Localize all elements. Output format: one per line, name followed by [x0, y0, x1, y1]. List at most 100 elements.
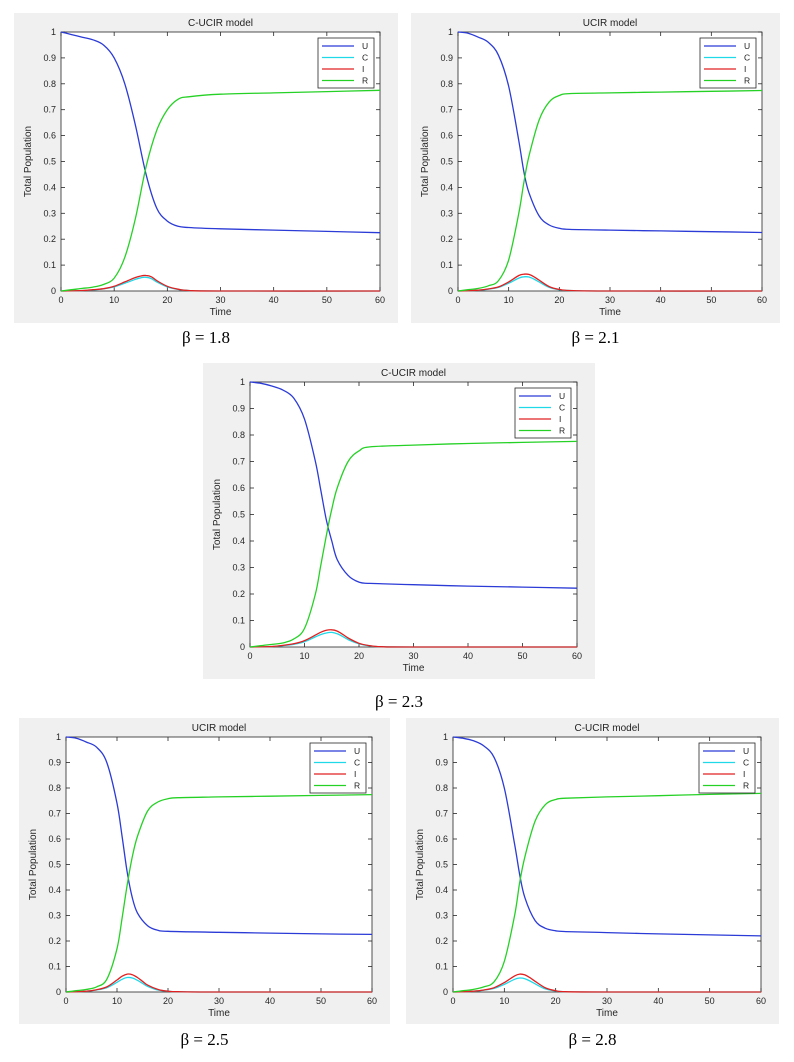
x-axis-label: Time: [596, 1008, 618, 1019]
x-tick-label: 20: [551, 996, 561, 1006]
x-tick-label: 50: [706, 295, 716, 305]
series-line-r: [452, 792, 762, 993]
y-axis-label: Total Population: [28, 829, 39, 900]
y-tick-label: 0.8: [232, 430, 245, 440]
y-tick-label: 0.7: [48, 809, 61, 819]
y-axis-label: Total Population: [23, 126, 34, 197]
legend-label-i: I: [743, 769, 745, 779]
series-line-u: [65, 736, 373, 936]
chart-5: C-UCIR model 0 10 20 30 40 50 60 0 0.1 0.2 0.3 0.4 0.…: [415, 723, 766, 1019]
x-tick-label: 0: [455, 295, 460, 305]
y-tick-label: 0.7: [43, 105, 56, 115]
x-tick-label: 10: [109, 295, 119, 305]
chart-3: C-UCIR model 0 10 20 30 40 50 60 0 0.1 0.2 0.3 0.4 0.…: [212, 368, 582, 674]
x-tick-label: 50: [322, 295, 332, 305]
legend-label-u: U: [559, 391, 565, 401]
y-tick-label: 0.7: [232, 457, 245, 467]
x-tick-label: 30: [602, 996, 612, 1006]
chart-panel-4: UCIR model 0 10 20 30 40 50 60 0 0.1 0.2 0.3 0.4 0.5 0…: [19, 718, 390, 1024]
y-tick-label: 0.3: [232, 563, 245, 573]
x-tick-label: 60: [375, 295, 385, 305]
legend-label-r: R: [744, 76, 750, 86]
y-tick-label: 1: [448, 27, 453, 37]
x-tick-label: 60: [572, 651, 582, 661]
y-tick-label: 0.1: [43, 260, 56, 270]
chart-title: C-UCIR model: [188, 18, 253, 29]
legend-label-c: C: [354, 758, 360, 768]
y-tick-label: 0.5: [232, 510, 245, 520]
legend-label-c: C: [743, 758, 749, 768]
legend-label-u: U: [743, 746, 749, 756]
x-tick-label: 30: [605, 295, 615, 305]
x-tick-label: 20: [554, 295, 564, 305]
caption-3: β = 2.3: [375, 692, 423, 711]
x-axis-label: Time: [208, 1008, 230, 1019]
x-axis-label: Time: [210, 307, 232, 318]
series-line-u: [60, 31, 381, 234]
legend-label-r: R: [559, 426, 565, 436]
y-tick-label: 0.1: [435, 962, 448, 972]
y-tick-label: 0.8: [440, 79, 453, 89]
x-tick-label: 10: [499, 996, 509, 1006]
x-tick-label: 10: [112, 996, 122, 1006]
x-tick-label: 40: [269, 295, 279, 305]
x-tick-label: 50: [517, 651, 527, 661]
legend-label-r: R: [743, 781, 749, 791]
y-tick-label: 1: [56, 732, 61, 742]
series-line-r: [60, 89, 381, 292]
series-line-u: [452, 736, 762, 937]
chart-title: C-UCIR model: [381, 368, 446, 379]
y-tick-label: 0.2: [48, 936, 61, 946]
y-tick-label: 1: [51, 27, 56, 37]
y-tick-label: 0.9: [440, 53, 453, 63]
y-tick-label: 0.6: [43, 131, 56, 141]
y-tick-label: 0.7: [440, 105, 453, 115]
series-line-r: [457, 89, 763, 292]
x-tick-label: 40: [656, 295, 666, 305]
series-line-i: [65, 973, 372, 993]
y-tick-label: 1: [240, 377, 245, 387]
x-tick-label: 40: [653, 996, 663, 1006]
x-tick-label: 30: [408, 651, 418, 661]
x-tick-label: 0: [63, 996, 68, 1006]
y-tick-label: 0.6: [435, 834, 448, 844]
x-tick-label: 0: [247, 651, 252, 661]
y-tick-label: 0.3: [43, 208, 56, 218]
y-tick-label: 0.5: [440, 157, 453, 167]
y-tick-label: 0.4: [43, 182, 56, 192]
x-axis-label: Time: [403, 663, 425, 674]
y-tick-label: 0.8: [48, 783, 61, 793]
chart-title: UCIR model: [583, 18, 637, 29]
y-axis-label: Total Population: [420, 126, 431, 197]
caption-4: β = 2.5: [180, 1030, 229, 1049]
x-tick-label: 30: [215, 295, 225, 305]
y-tick-label: 1: [443, 732, 448, 742]
y-tick-label: 0: [51, 286, 56, 296]
y-tick-label: 0.7: [435, 809, 448, 819]
legend-label-i: I: [559, 414, 561, 424]
y-tick-label: 0.9: [48, 758, 61, 768]
y-tick-label: 0.1: [232, 616, 245, 626]
y-tick-label: 0.1: [48, 962, 61, 972]
series-line-r: [65, 793, 373, 993]
x-tick-label: 20: [163, 996, 173, 1006]
x-tick-label: 10: [504, 295, 514, 305]
chart-title: C-UCIR model: [574, 723, 639, 734]
y-tick-label: 0.3: [48, 911, 61, 921]
legend-label-r: R: [354, 781, 360, 791]
series-line-i: [249, 629, 577, 648]
series-line-i: [452, 973, 761, 993]
caption-2: β = 2.1: [571, 328, 620, 347]
chart-1: C-UCIR model 0 10 20 30 40 50 60 0 0.1 0.2 0.3 0.4 0.…: [23, 18, 385, 318]
legend-label-u: U: [362, 41, 368, 51]
x-tick-label: 20: [354, 651, 364, 661]
y-tick-label: 0.2: [435, 936, 448, 946]
y-tick-label: 0.6: [232, 483, 245, 493]
legend-label-c: C: [559, 403, 565, 413]
y-tick-label: 0.2: [440, 234, 453, 244]
legend-label-c: C: [744, 53, 750, 63]
x-tick-label: 0: [58, 295, 63, 305]
series-line-i: [457, 273, 763, 292]
x-tick-label: 30: [214, 996, 224, 1006]
series-line-r: [249, 440, 578, 648]
